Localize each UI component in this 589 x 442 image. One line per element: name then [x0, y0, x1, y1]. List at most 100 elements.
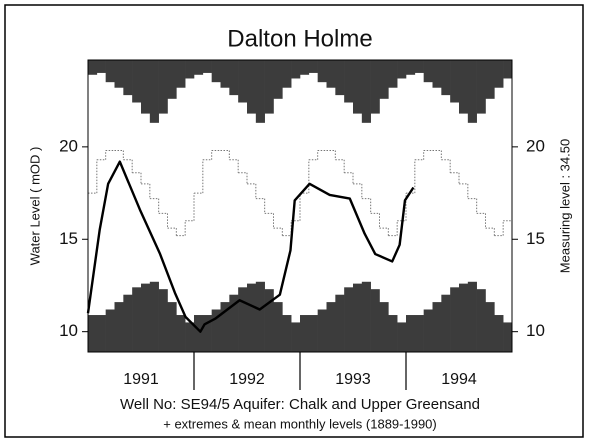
min-band — [467, 281, 477, 352]
min-band — [370, 289, 380, 352]
observed-line — [86, 160, 415, 333]
min-band — [202, 315, 212, 352]
min-band — [406, 315, 416, 352]
min-band — [503, 322, 513, 352]
max-band — [459, 60, 469, 114]
min-band — [264, 289, 274, 352]
min-band — [105, 309, 115, 352]
min-band — [238, 287, 248, 352]
min-band — [326, 302, 336, 352]
max-band — [282, 60, 292, 88]
max-band — [370, 60, 380, 114]
min-band — [397, 322, 407, 352]
max-band — [202, 60, 212, 73]
min-band — [300, 315, 310, 352]
max-band — [503, 60, 513, 79]
max-band — [485, 60, 495, 99]
footer-line: + extremes & mean monthly levels (1889-1… — [163, 416, 437, 431]
max-band — [229, 60, 239, 96]
max-band — [88, 60, 98, 75]
max-band — [255, 60, 265, 123]
y2-tick-label: 10 — [526, 321, 545, 340]
footer-line: Well No: SE94/5 Aquifer: Chalk and Upper… — [120, 396, 480, 413]
min-band — [344, 287, 354, 352]
max-band — [379, 60, 389, 99]
min-band — [353, 283, 363, 352]
y-axis-label: Water Level ( mOD ) — [27, 147, 42, 266]
max-band — [441, 60, 451, 96]
max-band — [494, 60, 504, 88]
min-band — [149, 281, 159, 352]
max-band — [185, 60, 195, 79]
min-band — [185, 322, 195, 352]
max-band — [353, 60, 363, 114]
min-band — [132, 287, 142, 352]
max-band — [335, 60, 345, 96]
min-band — [414, 315, 424, 352]
max-band — [194, 60, 204, 75]
max-band — [273, 60, 283, 99]
x-tick-label: 1991 — [123, 371, 159, 388]
max-band — [114, 60, 124, 88]
x-tick-label: 1992 — [229, 371, 265, 388]
max-band — [414, 60, 424, 73]
min-band — [158, 289, 168, 352]
min-band — [423, 309, 433, 352]
max-band — [141, 60, 151, 114]
min-band — [317, 309, 327, 352]
min-band — [494, 315, 504, 352]
min-band — [141, 283, 151, 352]
max-band — [326, 60, 336, 88]
x-tick-label: 1993 — [335, 371, 371, 388]
min-band — [273, 302, 283, 352]
min-band — [476, 289, 486, 352]
max-band — [397, 60, 407, 79]
min-band — [247, 283, 257, 352]
min-band — [255, 281, 265, 352]
min-band — [291, 322, 301, 352]
y-tick-label: 15 — [59, 229, 78, 248]
y2-tick-label: 15 — [526, 229, 545, 248]
max-band — [211, 60, 221, 83]
min-band — [450, 287, 460, 352]
min-band — [308, 315, 318, 352]
y-tick-label: 10 — [59, 321, 78, 340]
max-band — [247, 60, 257, 114]
y2-tick-label: 20 — [526, 136, 545, 155]
min-band — [432, 302, 442, 352]
min-band — [441, 294, 451, 352]
max-band — [149, 60, 159, 123]
min-band — [459, 283, 469, 352]
min-band — [282, 315, 292, 352]
min-band — [229, 294, 239, 352]
max-band — [264, 60, 274, 114]
min-band — [176, 315, 186, 352]
max-band — [361, 60, 371, 123]
max-band — [220, 60, 230, 88]
max-band — [423, 60, 433, 83]
max-band — [132, 60, 142, 103]
max-band — [344, 60, 354, 103]
frame — [4, 4, 584, 438]
max-band — [467, 60, 477, 123]
min-band — [485, 302, 495, 352]
max-band — [300, 60, 310, 75]
min-band — [96, 315, 106, 352]
min-band — [88, 315, 98, 352]
max-band — [96, 60, 106, 73]
max-band — [388, 60, 398, 88]
max-band — [238, 60, 248, 103]
x-tick-label: 1994 — [441, 371, 477, 388]
max-band — [105, 60, 115, 83]
min-band — [335, 294, 345, 352]
max-band — [308, 60, 318, 73]
min-band — [114, 302, 124, 352]
min-band — [379, 302, 389, 352]
min-band — [123, 294, 133, 352]
max-band — [123, 60, 133, 96]
chart-title: Dalton Holme — [227, 25, 372, 52]
min-band — [220, 302, 230, 352]
max-band — [317, 60, 327, 83]
max-band — [406, 60, 416, 75]
